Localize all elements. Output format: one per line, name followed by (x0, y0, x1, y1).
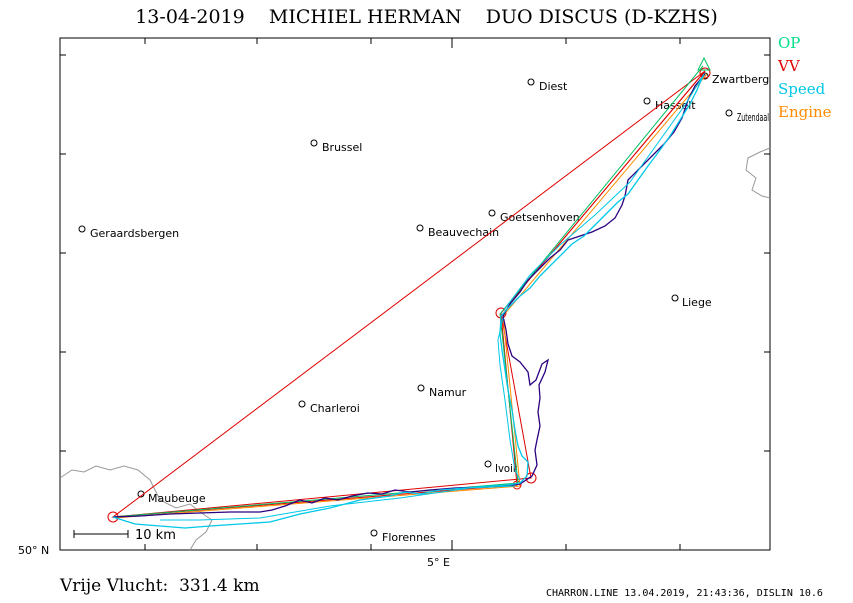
legend-speed: Speed (778, 80, 826, 98)
lon-label: 5° E (427, 556, 450, 569)
place-label-beauvechain: Beauvechain (428, 226, 499, 239)
place-marker-zutendaal (725, 109, 733, 117)
country-borders (59, 147, 771, 551)
place-label-zwartberg: Zwartberg (712, 73, 769, 86)
place-marker-ivoir (484, 460, 492, 468)
place-marker-zwartberg (701, 72, 709, 80)
place-marker-diest (527, 78, 535, 86)
map-frame (59, 37, 771, 551)
legend-engine: Engine (778, 103, 832, 121)
place-label-geraardsbergen: Geraardsbergen (90, 227, 179, 240)
task-vv (107, 67, 711, 523)
place-label-florennes: Florennes (382, 531, 436, 544)
lon-ticks (144, 38, 681, 550)
place-label-ivoir: Ivoir (495, 462, 517, 475)
map-title: 13-04-2019 MICHIEL HERMAN DUO DISCUS (D-… (135, 6, 718, 28)
place-marker-namur (417, 384, 425, 392)
place-marker-goetsenhoven (488, 209, 496, 217)
place-label-zutendaal: Zutendaal (737, 111, 769, 124)
lat-ticks (60, 54, 770, 551)
place-markers (78, 72, 733, 537)
speed-track-alt (160, 73, 705, 521)
place-marker-liege (671, 294, 679, 302)
place-label-brussel: Brussel (322, 141, 362, 154)
place-label-diest: Diest (539, 80, 568, 93)
place-label-namur: Namur (429, 386, 467, 399)
place-label-maubeuge: Maubeuge (148, 492, 206, 505)
distance-text: Vrije Vlucht: 331.4 km (60, 576, 260, 596)
place-label-liege: Liege (682, 296, 712, 309)
turnpoint-zwartberg (699, 67, 711, 79)
place-marker-brussel (310, 139, 318, 147)
place-marker-charleroi (298, 400, 306, 408)
footer-text: CHARRON.LINE 13.04.2019, 21:43:36, DISLI… (546, 588, 823, 599)
legend-vv: VV (778, 57, 800, 75)
task-op (112, 56, 711, 518)
place-marker-geraardsbergen (78, 225, 86, 233)
scale-label: 10 km (135, 528, 176, 543)
place-labels: Diest Zwartberg Hasselt Zutendaal Brusse… (90, 73, 769, 544)
turnpoint-ivoir (525, 472, 537, 484)
place-label-goetsenhoven: Goetsenhoven (500, 211, 580, 224)
place-marker-florennes (370, 529, 378, 537)
scale-bar: 10 km (73, 528, 176, 543)
speed-track (112, 75, 704, 529)
flight-track (112, 73, 706, 518)
place-marker-beauvechain (416, 224, 424, 232)
task-engine (114, 73, 708, 519)
place-label-charleroi: Charleroi (310, 402, 360, 415)
lat-label: 50° N (18, 544, 49, 557)
place-marker-hasselt (643, 97, 651, 105)
legend-op: OP (778, 34, 801, 52)
